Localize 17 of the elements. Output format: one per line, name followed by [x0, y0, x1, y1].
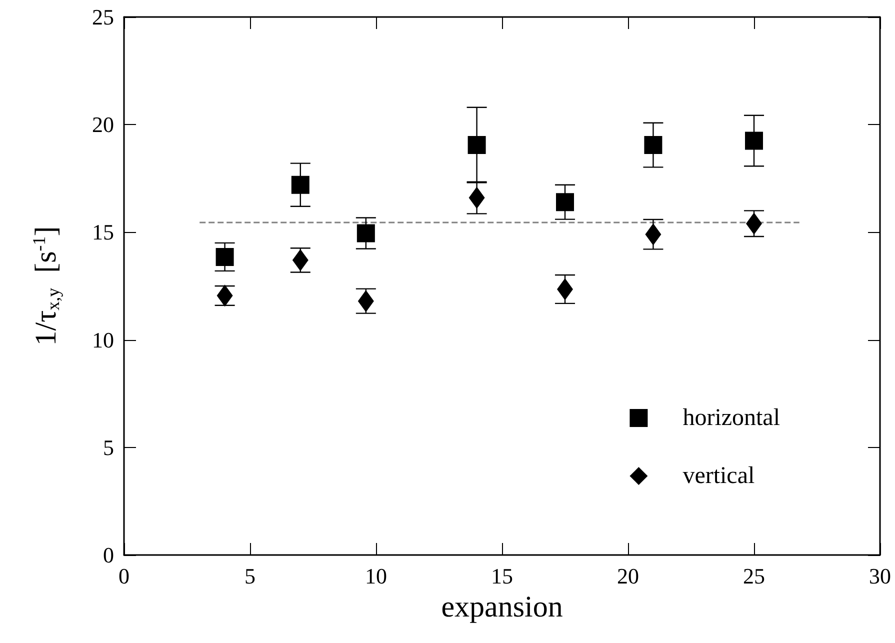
x-tick-label: 0 [118, 564, 130, 588]
y-axis-title: 1/τx,y [s-1] [29, 226, 63, 346]
y-tick-label: 0 [103, 542, 114, 568]
y-tick-label: 20 [92, 112, 114, 138]
x-tick-label: 30 [869, 564, 891, 588]
x-tick-label: 20 [617, 564, 639, 588]
x-axis-title: expansion [441, 590, 563, 624]
x-tick-label: 15 [491, 564, 513, 588]
y-tick-label: 15 [92, 220, 114, 245]
x-tick-label: 5 [244, 564, 256, 588]
y-tick-label: 10 [92, 327, 114, 352]
y-tick-label: 25 [92, 4, 114, 30]
x-tick-label: 10 [365, 564, 387, 588]
y-tick-label: 5 [103, 434, 114, 460]
legend-label: horizontal [682, 405, 780, 431]
legend-label: vertical [682, 463, 755, 489]
x-tick-label: 25 [743, 564, 765, 588]
